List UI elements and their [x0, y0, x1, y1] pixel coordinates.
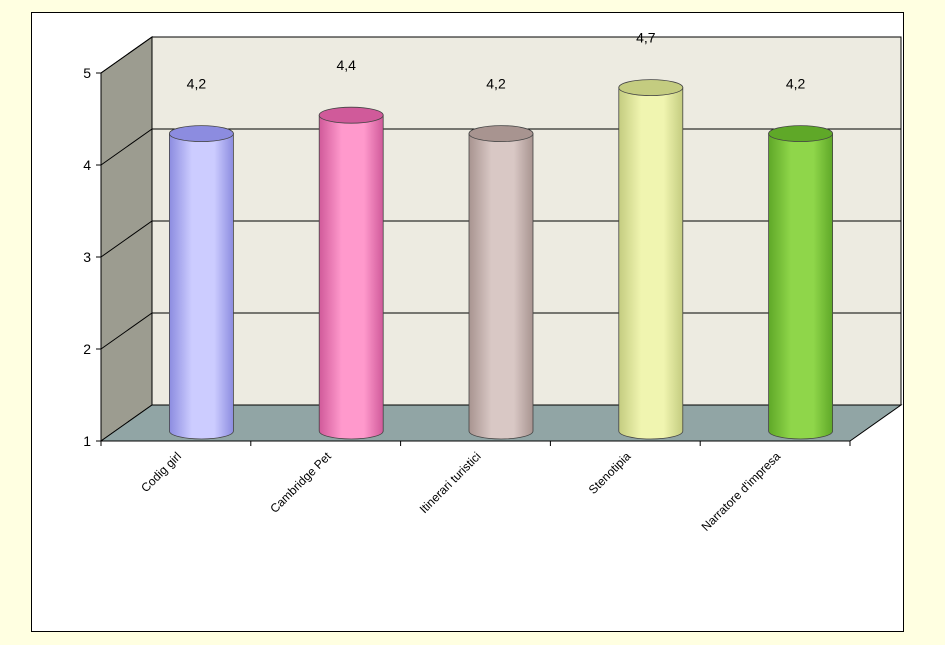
bar-top: [468, 125, 534, 142]
data-label: 4,4: [336, 57, 356, 73]
bar-top: [768, 125, 833, 142]
data-label: 4,2: [786, 76, 806, 92]
bar-4: [618, 79, 684, 440]
bar-2: [318, 106, 384, 440]
bar-3: [468, 125, 534, 440]
bar-top: [168, 125, 234, 142]
y-tick-label: 4: [83, 157, 91, 173]
x-category-label: Itinerari turistici: [417, 449, 484, 516]
data-label: 4,2: [486, 76, 506, 92]
bar-top: [618, 79, 684, 96]
y-tick-label: 5: [83, 65, 91, 81]
bar-body: [618, 87, 684, 440]
bar-body: [169, 133, 234, 440]
y-tick-label: 1: [83, 433, 91, 449]
data-label: 4,7: [636, 30, 656, 46]
data-label: 4,2: [187, 76, 207, 92]
bar-body: [468, 133, 534, 440]
x-category-label: Stenotipia: [586, 449, 634, 497]
bar-body: [768, 133, 833, 440]
gridline: [100, 36, 901, 74]
bar-5: [768, 125, 833, 440]
bar-top: [318, 106, 384, 124]
y-tick-label: 3: [83, 249, 91, 265]
bar-chart: 1 2 3 4 5 4,2 4,4 4,2 4,7 4,2 Codig girl Cambridg…: [83, 30, 903, 534]
chart-frame: 1 2 3 4 5 4,2 4,4 4,2 4,7 4,2 Codig girl Cambridg…: [31, 12, 904, 632]
x-category-label: Codig girl: [138, 449, 184, 495]
bar-body: [318, 114, 384, 440]
x-category-label: Cambridge Pet: [267, 449, 334, 516]
y-tick-label: 2: [83, 341, 91, 357]
x-category-label: Narratore d'impresa: [699, 449, 784, 534]
bar-1: [168, 125, 234, 440]
